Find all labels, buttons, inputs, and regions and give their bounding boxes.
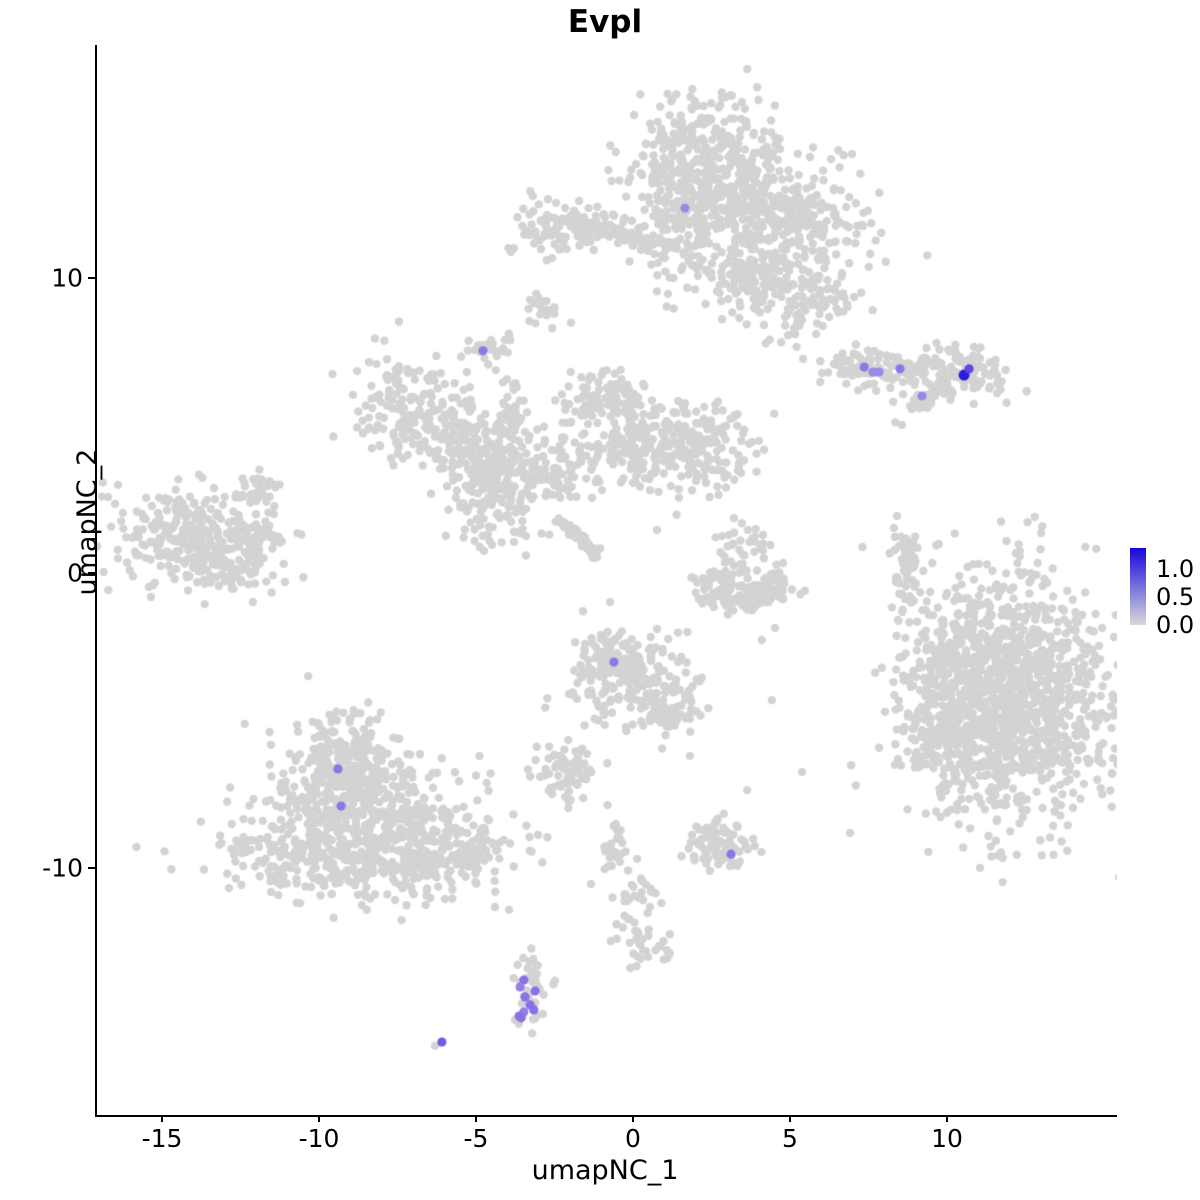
x-tick-mark: [318, 1115, 320, 1122]
legend-tick-label: 0.0: [1156, 611, 1195, 639]
x-tick-mark: [475, 1115, 477, 1122]
plot-title: Evpl: [567, 4, 643, 40]
y-tick-label: -10: [42, 853, 83, 883]
x-axis-label: umapNC_1: [531, 1155, 679, 1186]
x-tick-mark: [946, 1115, 948, 1122]
x-tick-label: 10: [931, 1124, 963, 1153]
x-tick-label: -10: [298, 1124, 340, 1153]
y-tick-mark: [88, 277, 95, 279]
scatter-canvas: [97, 45, 1117, 1115]
y-tick-label: 0: [67, 558, 83, 588]
y-tick-mark: [88, 867, 95, 869]
y-tick-mark: [88, 572, 95, 574]
x-tick-label: -15: [141, 1124, 183, 1153]
x-tick-label: 5: [782, 1124, 798, 1153]
legend-gradient-bar: [1130, 548, 1146, 625]
legend-tick-label: 1.0: [1156, 555, 1195, 584]
x-tick-mark: [632, 1115, 634, 1122]
x-tick-label: 0: [625, 1124, 641, 1153]
x-tick-mark: [161, 1115, 163, 1122]
y-axis-label: umapNC_2: [71, 448, 103, 596]
y-tick-label: 10: [51, 263, 83, 293]
legend-tick-label: 0.5: [1156, 583, 1195, 612]
plot-panel: [95, 45, 1117, 1117]
x-tick-label: -5: [463, 1124, 489, 1153]
x-tick-mark: [789, 1115, 791, 1122]
